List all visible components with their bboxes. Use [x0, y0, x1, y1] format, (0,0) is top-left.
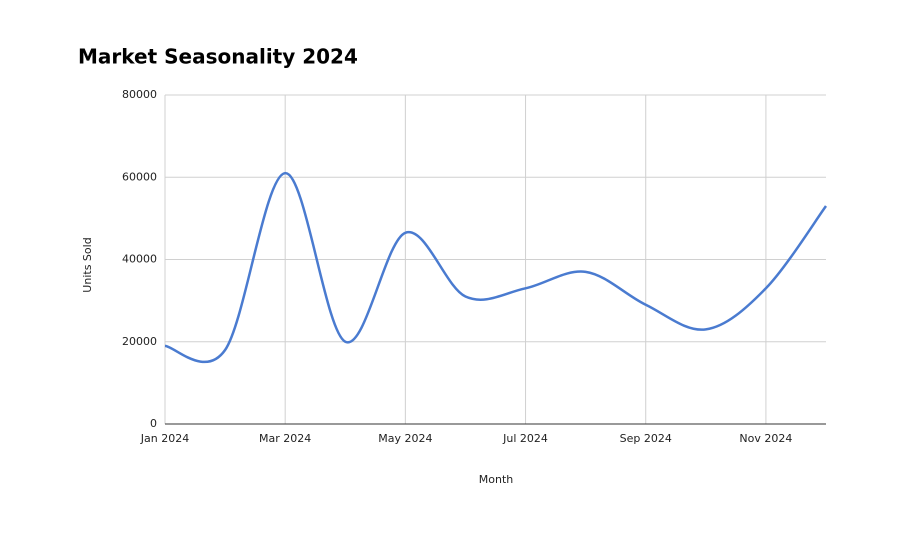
x-tick-label: Sep 2024 — [620, 432, 672, 445]
x-tick-label: Nov 2024 — [739, 432, 792, 445]
y-axis-title: Units Sold — [81, 237, 94, 292]
x-tick-label: Jul 2024 — [502, 432, 548, 445]
y-tick-label: 0 — [150, 417, 157, 430]
chart-title: Market Seasonality 2024 — [78, 45, 358, 69]
line-series — [164, 171, 828, 364]
x-tick-label: Jan 2024 — [140, 432, 189, 445]
y-tick-label: 80000 — [122, 88, 157, 101]
y-tick-label: 40000 — [122, 253, 157, 266]
x-tick-label: May 2024 — [378, 432, 432, 445]
x-axis-title: Month — [479, 473, 514, 486]
y-tick-label: 60000 — [122, 170, 157, 183]
y-tick-label: 20000 — [122, 335, 157, 348]
x-tick-label: Mar 2024 — [259, 432, 311, 445]
